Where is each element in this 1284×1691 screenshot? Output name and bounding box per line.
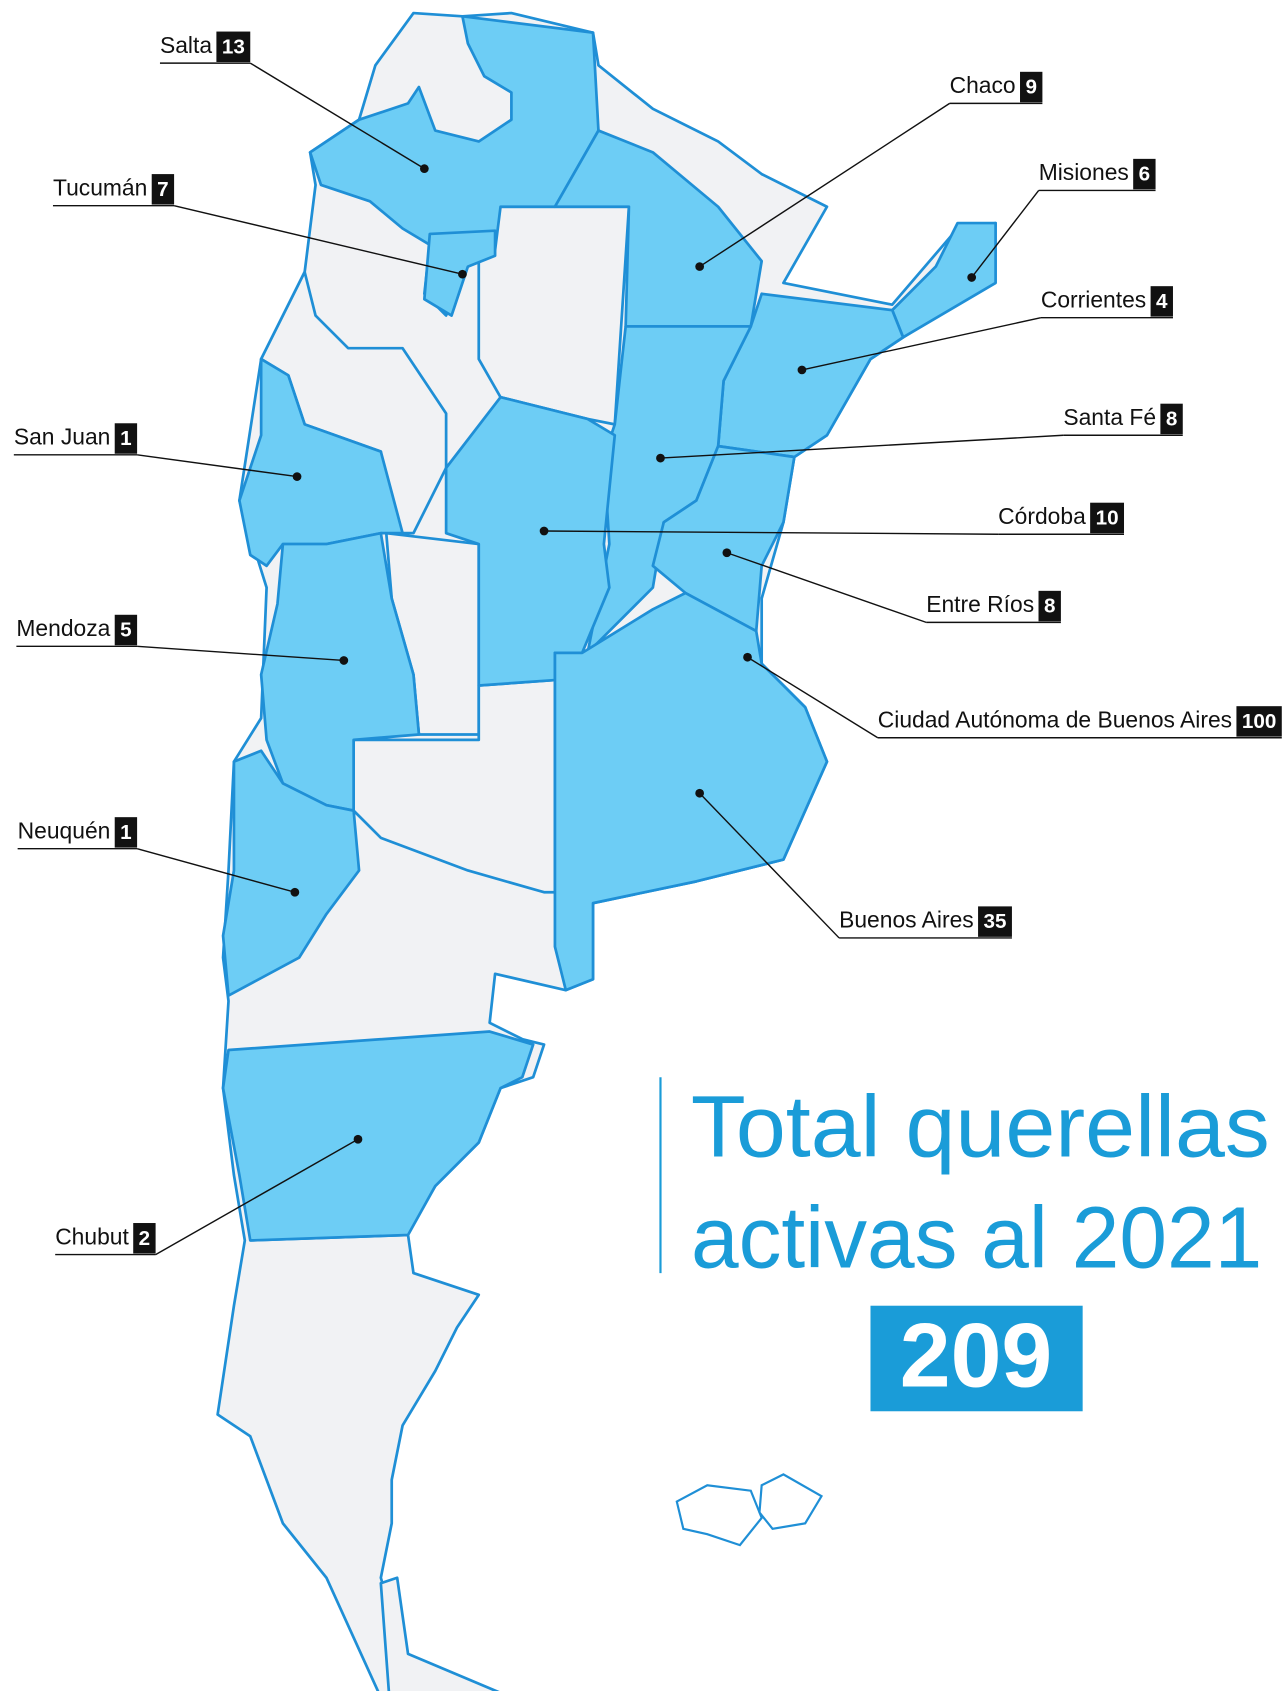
value-box: [1090, 502, 1125, 534]
province-dot: [967, 273, 977, 282]
leader-line: [747, 656, 879, 739]
province-dot: [656, 453, 665, 463]
leader-line: [136, 848, 296, 893]
value-box: [133, 1223, 156, 1254]
value-box: [216, 31, 251, 63]
value-box: [1160, 403, 1183, 435]
title-line: activas al 2021: [691, 1190, 1262, 1287]
province-name: Misiones: [1039, 159, 1129, 185]
province-dot: [290, 887, 300, 897]
la-pampa: [352, 678, 557, 894]
chubut-province: [221, 1030, 535, 1242]
falklands-east: [758, 1473, 824, 1530]
province-value: 35: [984, 910, 1007, 933]
leader-line: [137, 645, 344, 662]
leader-line: [137, 454, 298, 478]
province-dot: [353, 1134, 363, 1144]
province-name: Buenos Aires: [839, 907, 974, 933]
province-value: 5: [120, 619, 132, 642]
mendoza-province: [259, 531, 421, 812]
province-name: Entre Ríos: [926, 591, 1034, 617]
leader-line: [249, 62, 425, 170]
salta-province: [308, 14, 600, 317]
value-box: [114, 423, 138, 454]
leader-line: [801, 317, 1042, 371]
province-dot: [458, 269, 467, 279]
province-value: 9: [1025, 76, 1037, 99]
province-dot: [743, 652, 752, 662]
province-value: 8: [1044, 595, 1056, 618]
province-name: Corrientes: [1041, 286, 1146, 312]
province-name: Chaco: [950, 72, 1016, 98]
province-name: Tucumán: [53, 174, 147, 200]
province-name: Neuquén: [18, 817, 111, 843]
buenos-aires-province: [553, 591, 829, 992]
province-name: Chubut: [55, 1223, 129, 1249]
province-name: Ciudad Autónoma de Buenos Aires: [878, 706, 1232, 732]
province-name: Santa Fé: [1063, 404, 1156, 430]
province-dot: [695, 262, 705, 271]
leader-line: [173, 204, 463, 275]
leader-line: [971, 189, 1040, 278]
province-value: 100: [1242, 710, 1276, 733]
province-name: Mendoza: [16, 615, 110, 641]
argentina-map: [216, 11, 997, 1691]
value-box: [1236, 706, 1282, 737]
province-dot: [797, 365, 807, 375]
leader-line: [660, 434, 1064, 459]
province-value: 1: [120, 821, 132, 844]
province-value: 4: [1156, 290, 1168, 313]
neuquen-province: [221, 749, 361, 997]
province-dot: [420, 164, 429, 174]
province-dot: [292, 472, 302, 481]
title-line: Total querellas: [691, 1079, 1270, 1176]
value-box: [1133, 158, 1156, 190]
falklands-west: [675, 1484, 763, 1547]
province-value: 1: [120, 427, 132, 450]
leader-line: [699, 102, 951, 268]
province-name: Salta: [160, 32, 212, 58]
province-value: 13: [222, 35, 245, 58]
value-box: [1038, 590, 1061, 622]
province-name: San Juan: [14, 424, 111, 450]
misiones-province: [890, 221, 997, 339]
province-dot: [722, 548, 732, 558]
map-root: Total querellas activas al 2021 209 13 Sa…: [14, 11, 1282, 1691]
leader-line: [699, 792, 840, 939]
leader-line: [544, 530, 999, 535]
value-box: [978, 906, 1012, 937]
total-box: [870, 1305, 1083, 1412]
value-box: [151, 174, 175, 205]
value-box: [114, 614, 138, 646]
province-dot: [339, 656, 349, 665]
province-value: 6: [1139, 163, 1151, 186]
province-value: 10: [1096, 506, 1119, 529]
total-value: 209: [900, 1304, 1052, 1406]
leader-line: [155, 1138, 359, 1256]
province-dot: [695, 788, 705, 798]
leader-line: [726, 552, 927, 624]
province-value: 8: [1166, 407, 1177, 430]
santiago-del-estero: [477, 205, 631, 426]
province-name: Córdoba: [998, 503, 1086, 529]
labels: 13 Salta 9 Chaco 7 Tucumán 6 Misiones 4 Corriente…: [14, 31, 1282, 1256]
province-dot: [539, 526, 549, 536]
value-box: [114, 817, 138, 848]
tierra-del-fuego: [379, 1576, 500, 1691]
province-value: 2: [139, 1227, 151, 1250]
province-value: 7: [157, 178, 168, 201]
value-box: [1150, 286, 1173, 317]
value-box: [1020, 71, 1043, 103]
